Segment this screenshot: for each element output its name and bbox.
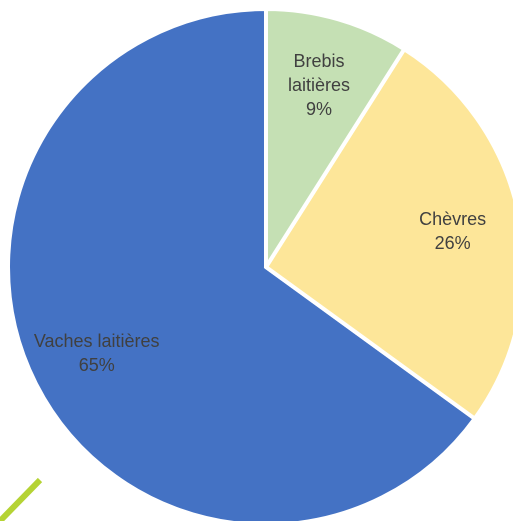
value-label: 65%: [78, 355, 115, 376]
category-label: Chèvres: [419, 209, 487, 230]
value-label: 26%: [434, 233, 471, 254]
pie-slice: [264, 47, 513, 421]
slice-label: Chèvres 26%: [363, 207, 513, 255]
category-label: Vaches laitières: [33, 331, 160, 352]
slice-label: Vaches laitières 65%: [7, 329, 187, 377]
pie-slice: [6, 7, 477, 521]
pie-slice: [264, 7, 407, 269]
value-label: 9%: [305, 98, 332, 119]
category-label: Brebis laitières: [287, 50, 351, 95]
corner-decoration: [0, 477, 43, 521]
slice-label: Brebis laitières 9%: [274, 49, 364, 121]
